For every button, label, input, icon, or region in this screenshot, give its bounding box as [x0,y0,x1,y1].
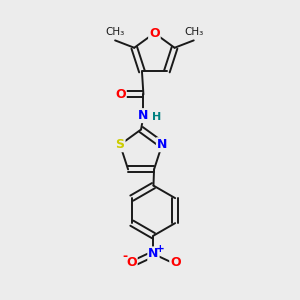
Text: CH₃: CH₃ [105,27,124,37]
Text: -: - [122,250,127,263]
Text: N: N [138,109,148,122]
Text: N: N [157,138,167,151]
Text: O: O [126,256,137,269]
Text: H: H [152,112,161,122]
Text: O: O [149,27,160,40]
Text: CH₃: CH₃ [185,27,204,37]
Text: O: O [115,88,126,101]
Text: +: + [156,244,164,254]
Text: N: N [148,248,159,260]
Text: S: S [116,138,124,151]
Text: O: O [170,256,181,269]
